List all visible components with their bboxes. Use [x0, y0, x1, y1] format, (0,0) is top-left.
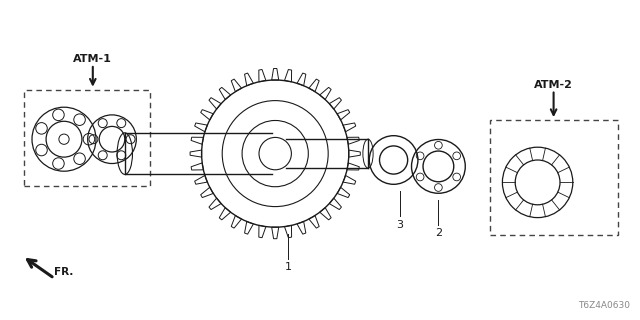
Text: ATM-1: ATM-1: [74, 54, 112, 64]
Text: ATM-2: ATM-2: [534, 80, 573, 90]
Text: FR.: FR.: [54, 267, 74, 277]
Bar: [490, 120, 618, 235]
Text: 2: 2: [435, 228, 442, 238]
Bar: [24, 90, 150, 186]
Text: T6Z4A0630: T6Z4A0630: [579, 301, 630, 310]
Text: 1: 1: [285, 262, 291, 272]
Text: 3: 3: [397, 220, 403, 229]
